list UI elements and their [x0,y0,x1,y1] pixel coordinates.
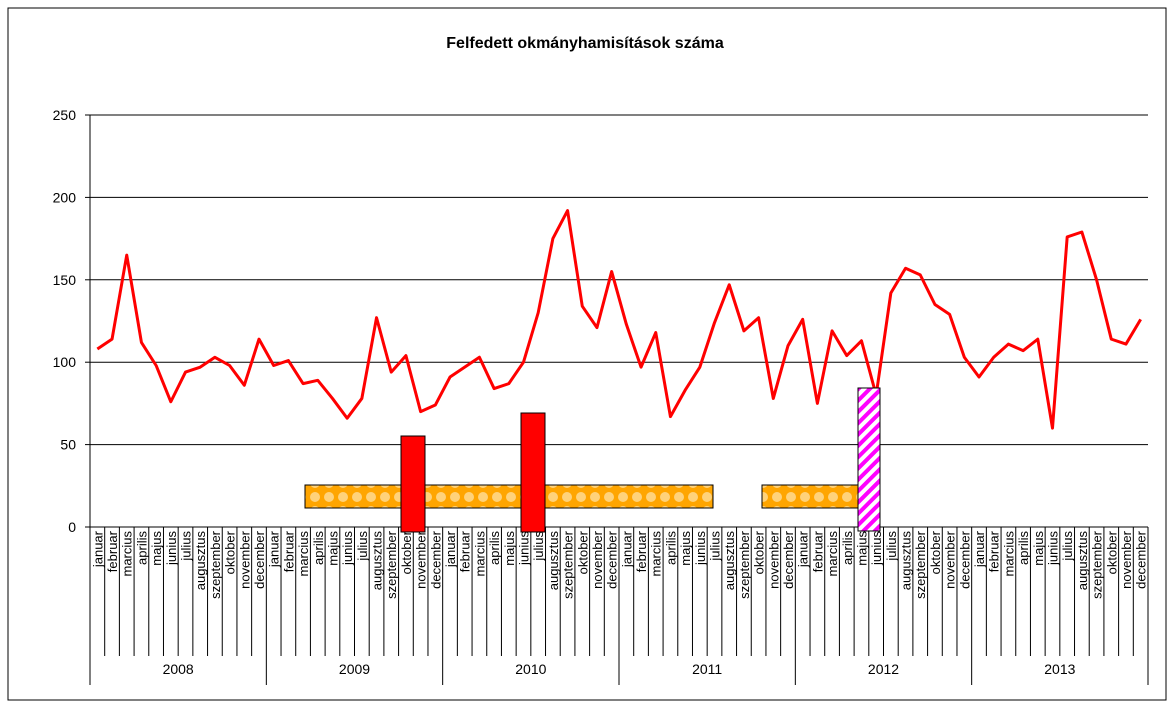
x-tick-label: februar [634,530,649,572]
x-tick-label: augusztus [899,531,914,591]
x-tick-label: aprilis [487,531,502,565]
x-tick-label: oktober [223,530,238,574]
x-tick-label: oktober [928,530,943,574]
x-tick-label: aprilis [840,531,855,565]
x-tick-label: januar [90,530,105,568]
x-tick-label: aprilis [134,531,149,565]
group-label: 2008 [163,661,194,677]
x-tick-label: januar [619,530,634,568]
x-tick-label: marcius [296,531,311,577]
event-marker [520,412,546,533]
x-tick-label: julius [179,531,194,562]
y-tick-label: 0 [68,519,76,535]
x-tick-label: szeptember [384,530,399,599]
x-tick-label: oktober [399,530,414,574]
x-tick-label: februar [987,530,1002,572]
y-tick-label: 50 [60,437,76,453]
x-tick-label: julius [531,531,546,562]
x-tick-label: november [943,530,958,588]
x-tick-label: marcius [120,531,135,577]
y-tick-label: 200 [53,189,77,205]
y-tick-label: 100 [53,354,77,370]
x-tick-label: marcius [649,531,664,577]
line-series [96,209,1142,430]
x-tick-label: majus [678,531,693,566]
x-tick-label: oktober [1104,530,1119,574]
x-tick-label: majus [854,531,869,566]
x-tick-label: junius [869,531,884,566]
x-tick-label: augusztus [1075,531,1090,591]
x-tick-label: aprilis [311,531,326,565]
x-tick-label: aprilis [1016,531,1031,565]
group-label: 2011 [692,661,722,677]
group-label: 2012 [868,661,899,677]
chart-title: Felfedett okmányhamisítások száma [446,35,724,52]
x-tick-label: december [252,530,267,588]
x-tick-label: november [1119,530,1134,588]
event-marker [400,435,426,533]
x-tick-label: februar [281,530,296,572]
x-tick-label: december [428,530,443,588]
group-label: 2009 [339,661,370,677]
x-tick-label: december [957,530,972,588]
x-tick-label: februar [458,530,473,572]
x-tick-label: majus [149,531,164,566]
x-tick-label: junius [693,531,708,566]
x-tick-label: szeptember [561,530,576,599]
x-tick-label: augusztus [370,531,385,591]
x-tick-label: augusztus [193,531,208,591]
x-tick-label: januar [972,530,987,568]
x-tick-label: augusztus [722,531,737,591]
x-tick-label: november [414,530,429,588]
y-tick-label: 150 [53,272,77,288]
x-tick-label: marcius [472,531,487,577]
x-tick-label: szeptember [1090,530,1105,599]
x-tick-label: junius [1045,531,1060,566]
x-tick-label: december [605,530,620,588]
y-tick-label: 250 [53,107,77,123]
x-tick-label: majus [1031,531,1046,566]
period-highlight [761,484,859,509]
x-tick-label: december [1134,530,1149,588]
group-label: 2013 [1044,661,1075,677]
x-tick-label: oktober [752,530,767,574]
x-tick-label: januar [443,530,458,568]
x-tick-label: majus [502,531,517,566]
x-tick-label: november [237,530,252,588]
group-label: 2010 [515,661,546,677]
x-tick-label: majus [325,531,340,566]
x-tick-label: junius [340,531,355,566]
x-tick-label: szeptember [737,530,752,599]
x-tick-label: junius [516,531,531,566]
x-tick-label: julius [355,531,370,562]
annotations [304,387,881,533]
period-highlight [304,484,714,509]
x-tick-label: november [590,530,605,588]
x-tick-label: november [766,530,781,588]
x-tick-label: marcius [1001,531,1016,577]
x-tick-label: junius [164,531,179,566]
x-tick-label: julius [1060,531,1075,562]
x-tick-label: januar [796,530,811,568]
x-tick-label: augusztus [546,531,561,591]
x-tick-label: szeptember [913,530,928,599]
x-tick-label: februar [105,530,120,572]
x-tick-label: oktober [575,530,590,574]
x-tick-label: szeptember [208,530,223,599]
event-marker [857,387,881,532]
x-tick-label: december [781,530,796,588]
x-tick-label: aprilis [663,531,678,565]
x-tick-label: februar [810,530,825,572]
chart-frame [7,7,1167,701]
x-tick-label: julius [884,531,899,562]
x-tick-label: januar [267,530,282,568]
x-tick-label: julius [708,531,723,562]
x-tick-label: marcius [825,531,840,577]
